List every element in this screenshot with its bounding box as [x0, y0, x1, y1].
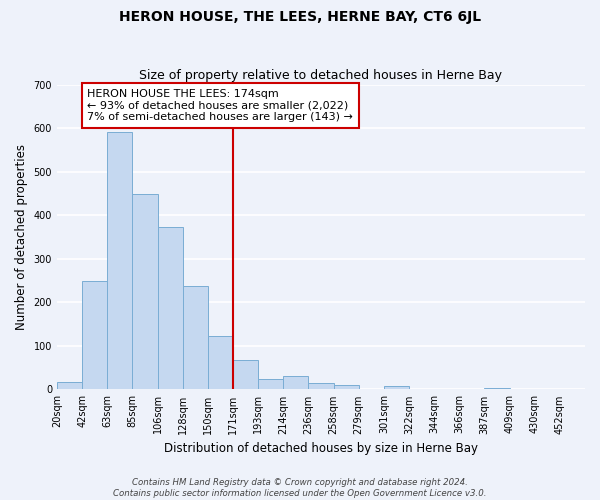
- Y-axis label: Number of detached properties: Number of detached properties: [15, 144, 28, 330]
- X-axis label: Distribution of detached houses by size in Herne Bay: Distribution of detached houses by size …: [164, 442, 478, 455]
- Bar: [182, 286, 208, 390]
- Bar: [133, 194, 158, 390]
- Bar: [107, 132, 133, 390]
- Bar: [334, 385, 359, 390]
- Bar: [308, 384, 334, 390]
- Text: HERON HOUSE THE LEES: 174sqm
← 93% of detached houses are smaller (2,022)
7% of : HERON HOUSE THE LEES: 174sqm ← 93% of de…: [87, 89, 353, 122]
- Bar: [82, 282, 107, 390]
- Title: Size of property relative to detached houses in Herne Bay: Size of property relative to detached ho…: [139, 69, 502, 82]
- Bar: [233, 360, 258, 390]
- Text: HERON HOUSE, THE LEES, HERNE BAY, CT6 6JL: HERON HOUSE, THE LEES, HERNE BAY, CT6 6J…: [119, 10, 481, 24]
- Bar: [484, 388, 509, 390]
- Bar: [258, 379, 283, 390]
- Bar: [57, 382, 82, 390]
- Bar: [283, 376, 308, 390]
- Bar: [158, 226, 182, 390]
- Bar: [208, 336, 233, 390]
- Text: Contains HM Land Registry data © Crown copyright and database right 2024.
Contai: Contains HM Land Registry data © Crown c…: [113, 478, 487, 498]
- Bar: [384, 386, 409, 390]
